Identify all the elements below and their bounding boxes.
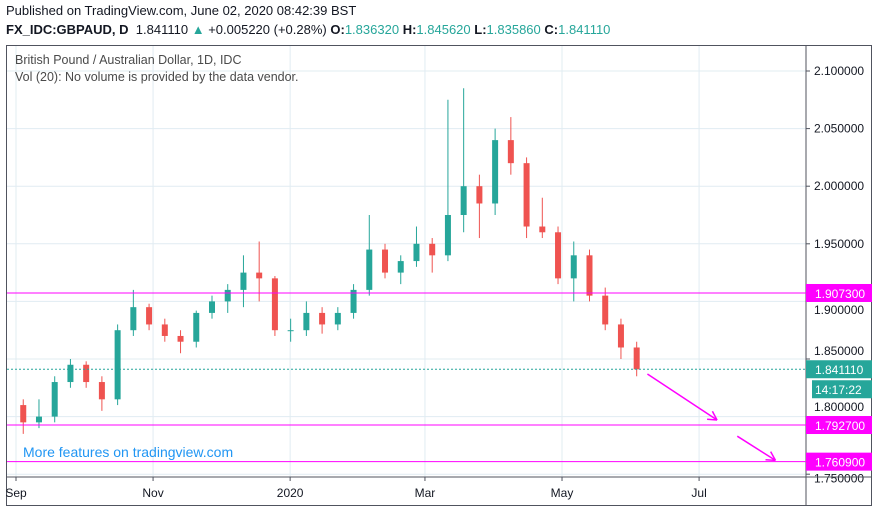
y-tick-label: 1.850000	[814, 344, 864, 358]
candle-body	[130, 307, 137, 331]
y-tick-label: 1.750000	[814, 472, 864, 486]
x-tick-label: 2020	[277, 486, 304, 500]
arrow-annotation	[646, 373, 718, 421]
candle-body	[460, 186, 467, 215]
arrow-head	[711, 410, 718, 421]
candle-body	[177, 335, 184, 342]
candle-body	[271, 278, 278, 331]
candle-body	[51, 382, 58, 417]
candle-body	[382, 249, 389, 273]
low-value: 1.835860	[486, 22, 541, 37]
candle-body	[570, 255, 577, 279]
promo-link[interactable]: More features on tradingview.com	[23, 444, 234, 460]
level-price-label: 1.792700	[815, 419, 865, 433]
candle-body	[413, 243, 420, 262]
candle-body	[224, 289, 231, 302]
candle-body	[539, 226, 546, 233]
candle-body	[67, 364, 74, 383]
y-tick-label: 2.100000	[814, 64, 864, 78]
candle-body	[444, 215, 451, 256]
candle-body	[523, 163, 530, 227]
candle-body	[602, 295, 609, 325]
close-value: 1.841110	[558, 22, 611, 37]
x-tick-label: May	[551, 486, 574, 500]
open-value: 1.836320	[344, 22, 400, 37]
last-price-label: 1.841110	[815, 363, 864, 377]
arrow-annotation	[736, 435, 776, 462]
open-label: O:	[330, 22, 345, 37]
high-label: H:	[402, 22, 417, 37]
candle-body	[146, 307, 153, 325]
candle-body	[350, 289, 357, 313]
candle-body	[476, 186, 483, 204]
candle-body	[83, 364, 90, 383]
y-tick-label: 1.800000	[814, 400, 864, 414]
close-label: C:	[544, 22, 559, 37]
candle-body	[586, 255, 593, 296]
volume-legend: Vol (20): No volume is provided by the d…	[15, 70, 299, 84]
candle-body	[193, 312, 200, 342]
x-tick-label: Sep	[5, 486, 27, 500]
candle-body	[334, 312, 341, 325]
candle-body	[208, 301, 215, 313]
x-tick-label: Mar	[415, 486, 436, 500]
y-tick-label: 2.000000	[814, 179, 864, 193]
candle-body	[256, 272, 263, 279]
candle-body	[633, 347, 640, 370]
candle-body	[507, 140, 514, 164]
last-price-badge	[806, 360, 872, 379]
level-price-badge	[806, 416, 872, 435]
candle-body	[366, 249, 373, 290]
level-price-label: 1.760900	[815, 456, 865, 470]
y-tick-label: 2.050000	[814, 122, 864, 136]
candle-body	[35, 416, 42, 423]
candle-body	[555, 232, 562, 279]
up-triangle-icon: ▲	[191, 22, 205, 37]
level-price-badge	[806, 452, 872, 471]
candle-body	[429, 243, 436, 256]
countdown-badge	[812, 380, 872, 399]
x-tick-label: Jul	[691, 486, 706, 500]
chart-legend-title: British Pound / Australian Dollar, 1D, I…	[15, 53, 242, 67]
candle-body	[240, 272, 247, 290]
countdown-label: 14:17:22	[815, 383, 862, 397]
published-line: Published on TradingView.com, June 02, 2…	[6, 3, 357, 18]
candle-body	[303, 312, 310, 331]
y-tick-label: 1.900000	[814, 303, 864, 317]
symbol: FX_IDC:GBPAUD, D	[6, 22, 129, 37]
level-price-label: 1.907300	[815, 287, 865, 301]
arrow-head	[769, 451, 777, 461]
x-tick-label: Nov	[142, 486, 163, 500]
candle-body	[492, 140, 499, 204]
arrow-head	[765, 458, 776, 462]
candle-body	[287, 330, 294, 332]
candle-body	[161, 324, 168, 336]
symbol-info: FX_IDC:GBPAUD, D 1.841110 ▲ +0.005220 (+…	[6, 22, 610, 37]
low-label: L:	[474, 22, 487, 37]
arrow-head	[707, 418, 718, 421]
chart-frame[interactable]	[6, 45, 872, 506]
level-price-badge	[806, 283, 872, 302]
change: +0.005220 (+0.28%)	[208, 22, 327, 37]
candle-body	[114, 330, 121, 400]
high-value: 1.845620	[416, 22, 471, 37]
candle-body	[319, 312, 326, 325]
last-price: 1.841110	[135, 22, 189, 37]
candle-body	[397, 261, 404, 273]
candle-body	[20, 405, 27, 423]
y-tick-label: 1.950000	[814, 237, 864, 251]
candle-body	[617, 324, 624, 348]
candle-body	[98, 382, 105, 400]
